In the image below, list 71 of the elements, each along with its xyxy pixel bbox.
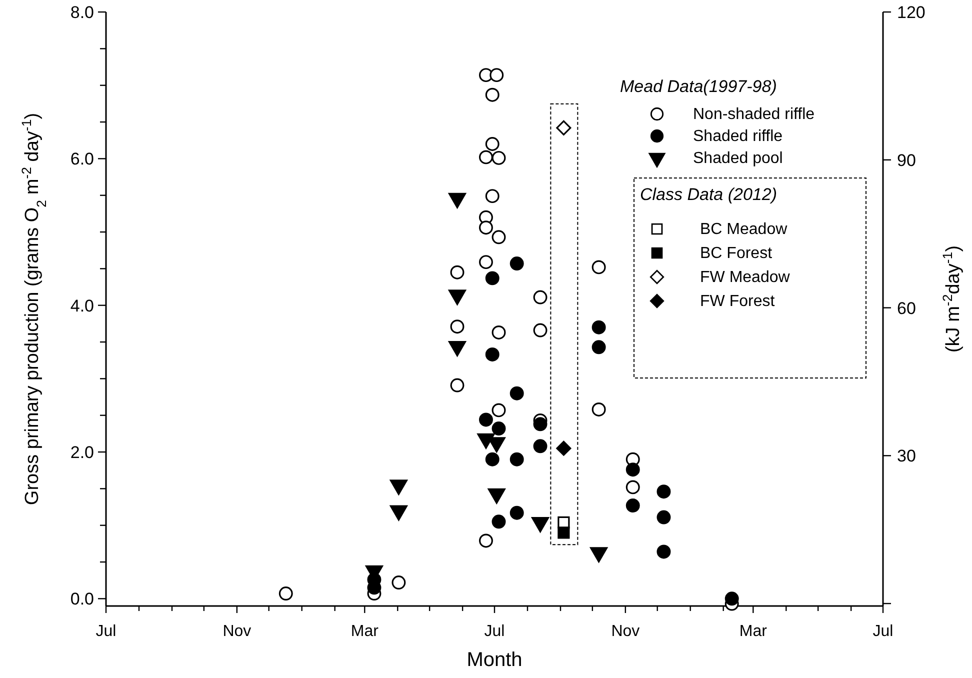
point [392,576,406,590]
legend-label: FW Forest [700,293,776,310]
point [592,320,606,334]
point [656,510,671,524]
point [492,326,506,340]
text: Class Data (2012) [640,185,778,204]
point [485,452,500,466]
point [626,462,640,477]
legend-label: Shaded pool [693,150,783,167]
y2-tick-label: 120 [897,3,926,22]
point [492,230,506,244]
point [450,320,464,334]
point [626,498,640,512]
point [510,256,524,270]
point [592,340,606,354]
point [490,68,504,82]
point [479,255,493,270]
point [492,403,506,418]
point [479,150,493,164]
point [558,526,570,539]
y-tick-label: 0.0 [70,590,94,609]
point [450,265,464,280]
point [724,592,739,606]
x-tick-label: Mar [350,623,380,640]
point [556,440,572,456]
point [510,506,524,520]
y-tick-label: 6.0 [70,150,94,169]
y-tick-label: 2.0 [70,443,94,462]
legend-label: Shaded riffle [693,128,783,145]
point [485,271,500,286]
point [533,439,548,454]
point [485,189,500,204]
point [450,378,464,392]
point [510,452,524,466]
point [485,88,500,102]
point [278,586,293,600]
point [510,386,524,400]
point [656,484,671,499]
point [556,120,572,136]
x-tick-label: Nov [611,623,640,640]
x-tick-label: Jul [872,623,894,640]
x-tick-label: Jul [484,623,505,640]
legend-label: BC Forest [700,245,773,262]
y2-tick-label: 90 [897,150,916,170]
y2-tick-label: 60 [897,298,916,318]
point [656,544,671,559]
legend-label: BC Meadow [700,221,788,238]
x-axis-title: Month [466,649,522,671]
point [492,422,506,436]
y2-tick-label: 30 [897,446,916,466]
point [533,323,548,338]
x-tick-label: Jul [96,623,116,640]
legend-label: FW Meadow [700,269,790,286]
y-tick-label: 4.0 [70,296,94,316]
point [492,514,506,529]
point [533,417,548,432]
point [592,260,606,274]
point [479,220,493,235]
point [479,534,493,548]
legend-label: Non-shaded riffle [693,106,815,123]
point [533,290,548,304]
x-tick-label: Nov [222,623,252,640]
point [485,348,500,362]
text: Mead Data(1997-98) [620,77,777,96]
point [492,150,506,165]
point [592,402,606,416]
y-tick-label: 8.0 [70,3,94,22]
x-tick-label: Mar [739,623,768,640]
point [479,412,493,427]
point [626,480,640,494]
point [485,137,500,151]
